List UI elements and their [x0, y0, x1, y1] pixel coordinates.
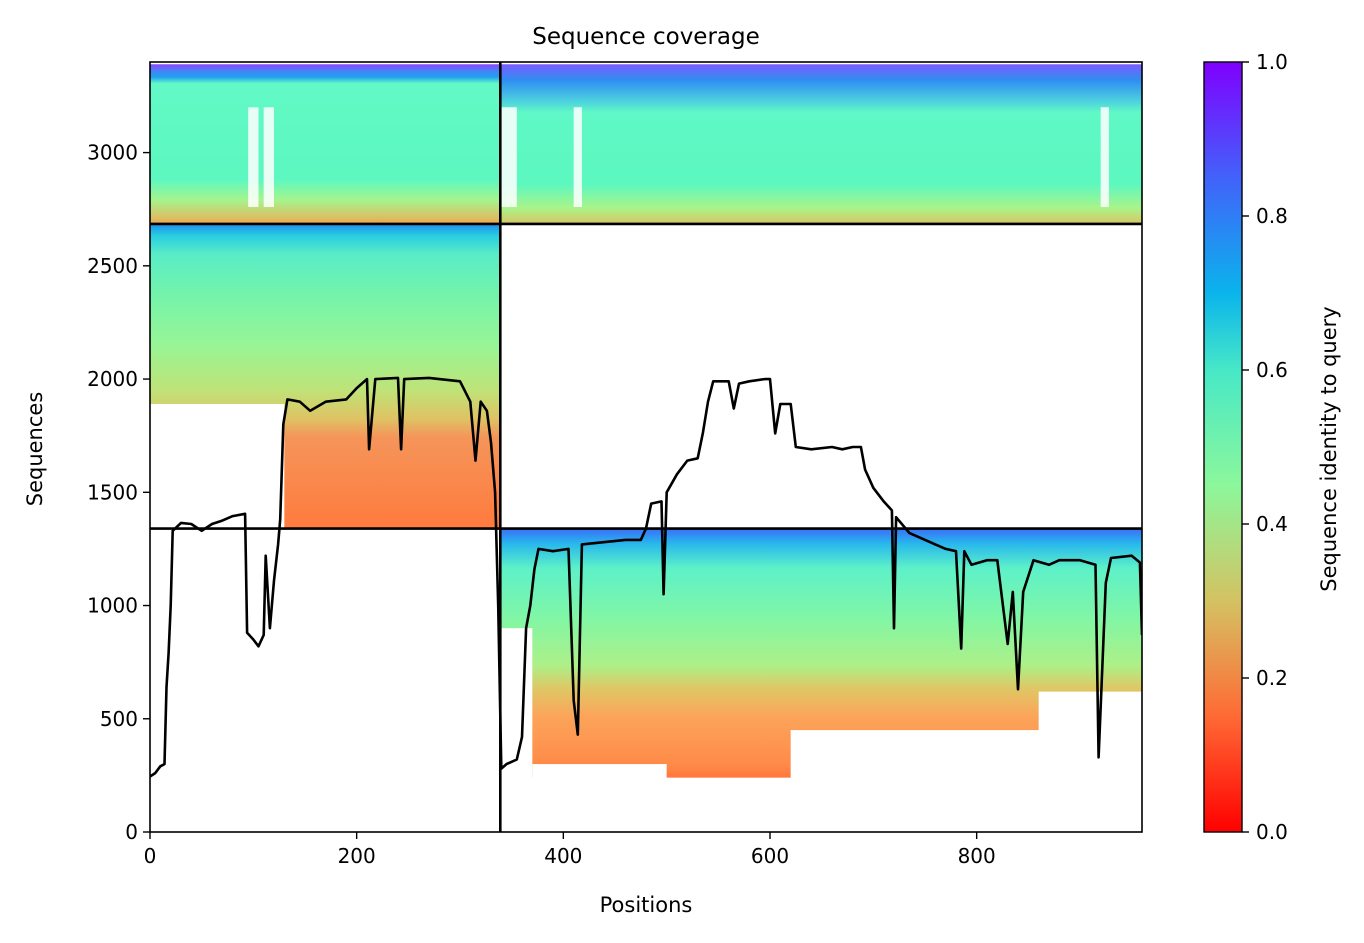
gap-stripe: [1100, 107, 1109, 207]
y-tick-label: 1500: [87, 480, 138, 504]
colorbar-label: Sequence identity to query: [1317, 306, 1341, 591]
colorbar-ticks: 0.0 0.2 0.4 0.6 0.8 1.0: [1242, 50, 1288, 844]
colorbar-tick-label: 1.0: [1256, 50, 1288, 74]
colorbar-tick-label: 0.2: [1256, 666, 1288, 690]
colorbar-tick-label: 0.4: [1256, 512, 1288, 536]
colorbar: [1203, 61, 1243, 833]
x-tick-label: 0: [144, 844, 157, 868]
x-axis-label: Positions: [600, 893, 693, 917]
colorbar-tick-label: 0.0: [1256, 820, 1288, 844]
y-tick-label: 2000: [87, 367, 138, 391]
block-boundaries: [150, 62, 1142, 832]
colorbar-tick-label: 0.6: [1256, 358, 1288, 382]
x-tick-label: 400: [544, 844, 582, 868]
msa-blocks: [150, 64, 1142, 832]
gap-stripe: [573, 107, 582, 207]
coverage-gap: [1038, 691, 1142, 832]
y-tick-label: 0: [125, 820, 138, 844]
x-tick-label: 600: [751, 844, 789, 868]
colorbar-tick-label: 0.8: [1256, 204, 1288, 228]
plot-area: [150, 62, 1142, 832]
msa-block: [500, 64, 1142, 224]
y-tick-label: 500: [100, 707, 138, 731]
gap-stripe: [263, 107, 274, 207]
coverage-line: [150, 376, 1142, 778]
plot-frame: [149, 61, 1143, 833]
coverage-gap: [500, 628, 533, 832]
coverage-gap: [150, 403, 285, 529]
y-axis-ticks: 0 500 1000 1500 2000 2500 3000: [87, 141, 150, 844]
y-tick-label: 2500: [87, 254, 138, 278]
x-axis-ticks: 0 200 400 600 800: [144, 832, 996, 868]
chart-title: Sequence coverage: [532, 24, 760, 50]
gap-stripe: [248, 107, 259, 207]
gap-stripe: [500, 107, 517, 207]
x-tick-label: 200: [338, 844, 376, 868]
y-tick-label: 1000: [87, 594, 138, 618]
y-axis-label: Sequences: [23, 392, 47, 507]
msa-block: [150, 64, 501, 224]
coverage-gap: [666, 786, 677, 832]
x-tick-label: 800: [958, 844, 996, 868]
y-tick-label: 3000: [87, 141, 138, 165]
coverage-gap: [532, 764, 667, 832]
